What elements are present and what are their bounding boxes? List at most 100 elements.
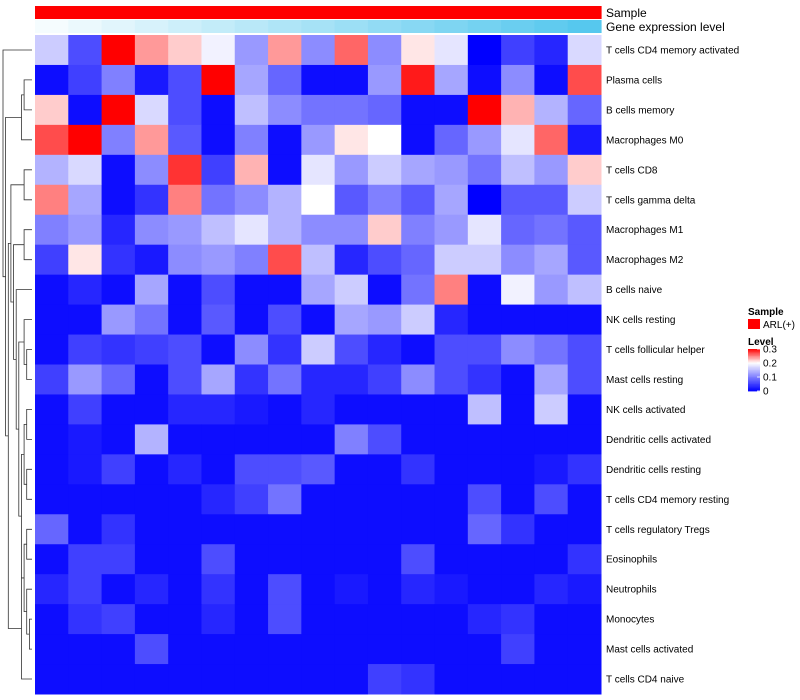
heatmap-cell-r7-c11	[401, 244, 436, 276]
row-label-19: Monocytes	[606, 615, 654, 626]
legend-sample-title: Sample	[748, 307, 784, 318]
heatmap-cell-r13-c2	[101, 424, 136, 455]
heatmap-cell-r6-c1	[68, 214, 103, 246]
heatmap-cell-r16-c6	[234, 514, 269, 545]
heatmap-cell-r18-c5	[201, 574, 236, 605]
heatmap-cell-r15-c5	[201, 484, 236, 515]
heatmap-cell-r8-c12	[434, 274, 469, 306]
heatmap-cell-r12-c7	[268, 394, 302, 425]
heatmap-cell-r14-c15	[534, 454, 569, 485]
heatmap-cell-r1-c7	[268, 64, 302, 96]
dendrogram-branch-0	[29, 618, 32, 650]
dendrogram-branch-5	[26, 349, 32, 380]
heatmap-cell-r19-c6	[234, 604, 269, 635]
heatmap-cell-r2-c9	[334, 94, 369, 126]
heatmap-cell-r10-c15	[534, 334, 569, 365]
annotation-0-cell-13	[467, 6, 502, 19]
annotation-1-cell-11	[401, 20, 436, 33]
heatmap-cell-r12-c13	[467, 394, 502, 425]
heatmap-cell-r12-c4	[168, 394, 202, 425]
heatmap-cell-r4-c4	[168, 154, 202, 186]
heatmap-cell-r19-c14	[501, 604, 535, 635]
heatmap-cell-r14-c10	[367, 454, 402, 485]
dendrogram-branch-8	[23, 169, 32, 201]
annotation-1-cell-16	[567, 20, 602, 33]
heatmap-cell-r19-c10	[367, 604, 402, 635]
legend-gradient-step-21	[748, 378, 760, 381]
heatmap-cell-r9-c3	[134, 304, 169, 336]
heatmap-cell-r17-c11	[401, 544, 436, 575]
row-dendrogram	[2, 49, 32, 680]
annotation-1-cell-7	[268, 20, 302, 33]
heatmap-cell-r4-c12	[434, 154, 469, 186]
heatmap-cell-r8-c0	[35, 274, 69, 306]
heatmap-cell-r4-c9	[334, 154, 369, 186]
heatmap-cell-r12-c3	[134, 394, 169, 425]
heatmap-cell-r8-c14	[501, 274, 535, 306]
heatmap-cell-r16-c5	[201, 514, 236, 545]
heatmap-cell-r1-c3	[134, 64, 169, 96]
heatmap-cell-r1-c10	[367, 64, 402, 96]
heatmap-cell-r12-c10	[367, 394, 402, 425]
heatmap-cell-r11-c9	[334, 364, 369, 395]
legend-gradient-step-25	[748, 384, 760, 386]
heatmap-cell-r6-c12	[434, 214, 469, 246]
legend-gradient-step-27	[748, 386, 760, 389]
heatmap-cell-r9-c13	[467, 304, 502, 336]
annotation-0-cell-3	[134, 6, 169, 19]
heatmap-cell-r9-c6	[234, 304, 269, 336]
heatmap-cell-r16-c7	[268, 514, 302, 545]
heatmap-cell-r1-c5	[201, 64, 236, 96]
heatmap-cell-r6-c3	[134, 214, 169, 246]
heatmap-cell-r5-c5	[201, 184, 236, 216]
heatmap-cell-r17-c5	[201, 544, 236, 575]
annotation-0-cell-15	[534, 6, 569, 19]
heatmap-cell-r5-c12	[434, 184, 469, 216]
heatmap-cell-r4-c0	[35, 154, 69, 186]
heatmap-cell-r3-c8	[301, 124, 336, 156]
heatmap-cell-r3-c15	[534, 124, 569, 156]
heatmap-cell-r18-c16	[567, 574, 602, 605]
heatmap-cell-r19-c8	[301, 604, 336, 635]
heatmap-cell-r9-c7	[268, 304, 302, 336]
heatmap-cell-r0-c16	[567, 35, 602, 66]
annotation-0-cell-1	[68, 6, 103, 19]
legend-tick-label-3: 0	[763, 387, 769, 398]
heatmap-cell-r17-c0	[35, 544, 69, 575]
annotation-label-1: Gene expression level	[606, 20, 725, 34]
heatmap-cell-r13-c16	[567, 424, 602, 455]
legend-gradient-step-26	[748, 385, 760, 388]
heatmap-cell-r7-c10	[367, 244, 402, 276]
heatmap-cell-r2-c2	[101, 94, 136, 126]
heatmap-cell-r20-c13	[467, 634, 502, 665]
heatmap-cell-r10-c16	[567, 334, 602, 365]
heatmap-cell-r11-c14	[501, 364, 535, 395]
heatmap-cell-r17-c6	[234, 544, 269, 575]
heatmap-cell-r21-c12	[434, 664, 469, 695]
heatmap-cell-r3-c10	[367, 124, 402, 156]
heatmap-cell-r18-c1	[68, 574, 103, 605]
heatmap-cell-r17-c7	[268, 544, 302, 575]
heatmap-cell-r19-c1	[68, 604, 103, 635]
legend-tick-label-1: 0.2	[763, 359, 777, 370]
row-label-4: T cells CD8	[606, 165, 658, 176]
heatmap-cell-r6-c13	[467, 214, 502, 246]
legend-gradient-step-20	[748, 377, 760, 379]
heatmap-cell-r6-c9	[334, 214, 369, 246]
heatmap-cell-r19-c0	[35, 604, 69, 635]
heatmap-cell-r12-c6	[234, 394, 269, 425]
heatmap-cell-r0-c3	[134, 35, 169, 66]
heatmap-cell-r6-c5	[201, 214, 236, 246]
heatmap-cell-r11-c3	[134, 364, 169, 395]
heatmap-cell-r11-c12	[434, 364, 469, 395]
heatmap-cell-r17-c16	[567, 544, 602, 575]
row-label-16: T cells regulatory Tregs	[606, 525, 710, 536]
heatmap-cell-r1-c2	[101, 64, 136, 96]
heatmap-cell-r1-c15	[534, 64, 569, 96]
heatmap-cell-r18-c8	[301, 574, 336, 605]
heatmap-cell-r15-c1	[68, 484, 103, 515]
heatmap-cell-r19-c2	[101, 604, 136, 635]
legend-gradient-step-0	[748, 349, 760, 351]
heatmap-cell-r0-c12	[434, 35, 469, 66]
heatmap-cell-r21-c11	[401, 664, 436, 695]
